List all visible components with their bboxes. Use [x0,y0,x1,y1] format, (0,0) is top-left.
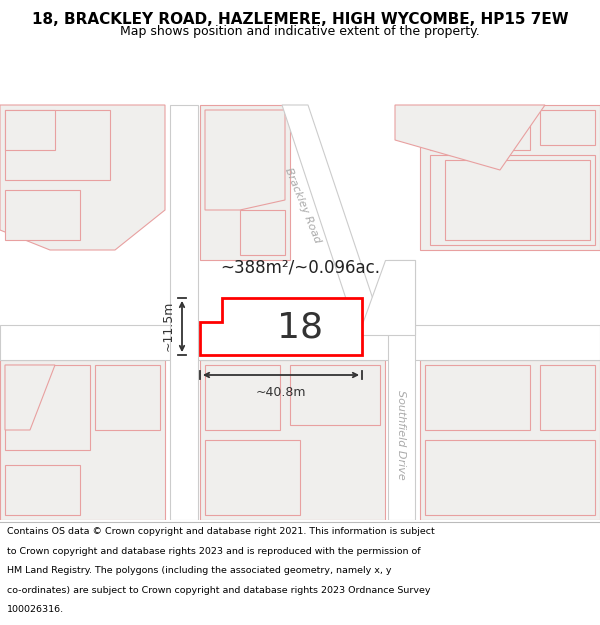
Text: Map shows position and indicative extent of the property.: Map shows position and indicative extent… [120,24,480,38]
Polygon shape [5,365,90,450]
Text: to Crown copyright and database rights 2023 and is reproduced with the permissio: to Crown copyright and database rights 2… [7,547,421,556]
Polygon shape [430,155,595,245]
Polygon shape [445,160,590,240]
Polygon shape [205,365,280,430]
Polygon shape [5,365,55,430]
Polygon shape [5,110,110,180]
Text: co-ordinates) are subject to Crown copyright and database rights 2023 Ordnance S: co-ordinates) are subject to Crown copyr… [7,586,431,594]
Polygon shape [240,210,285,255]
Polygon shape [395,105,545,170]
Text: ~388m²/~0.096ac.: ~388m²/~0.096ac. [220,259,380,277]
Polygon shape [0,360,165,520]
Text: 100026316.: 100026316. [7,605,64,614]
Polygon shape [170,105,198,520]
Text: Southfield Drive: Southfield Drive [396,390,406,480]
Polygon shape [95,365,160,430]
Polygon shape [358,260,415,335]
Polygon shape [5,190,80,240]
Polygon shape [540,110,595,145]
Polygon shape [540,365,595,430]
Polygon shape [420,360,600,520]
Text: ~11.5m: ~11.5m [162,301,175,351]
Polygon shape [420,105,600,250]
Polygon shape [200,105,290,260]
Text: Brackley Road: Brackley Road [283,166,323,244]
Text: Contains OS data © Crown copyright and database right 2021. This information is : Contains OS data © Crown copyright and d… [7,528,435,536]
Polygon shape [5,465,80,515]
Polygon shape [425,440,595,515]
Text: 18: 18 [277,311,323,345]
Polygon shape [430,110,530,150]
Polygon shape [205,440,300,515]
Polygon shape [425,365,530,430]
Text: ~40.8m: ~40.8m [256,386,306,399]
Polygon shape [200,298,362,355]
Polygon shape [205,110,285,210]
Polygon shape [5,110,55,150]
Polygon shape [290,365,380,425]
Polygon shape [200,360,385,520]
Text: HM Land Registry. The polygons (including the associated geometry, namely x, y: HM Land Registry. The polygons (includin… [7,566,392,575]
Polygon shape [388,260,415,520]
Polygon shape [282,105,385,335]
Text: 18, BRACKLEY ROAD, HAZLEMERE, HIGH WYCOMBE, HP15 7EW: 18, BRACKLEY ROAD, HAZLEMERE, HIGH WYCOM… [32,12,568,28]
Polygon shape [0,325,600,360]
Polygon shape [0,105,165,250]
